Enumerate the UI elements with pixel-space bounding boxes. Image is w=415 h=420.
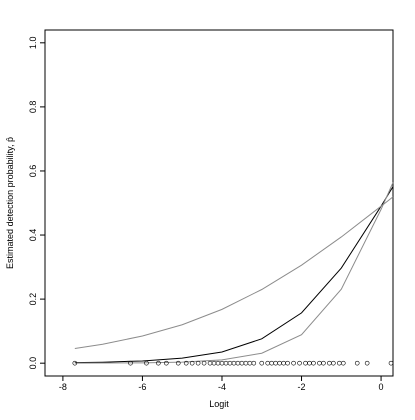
y-tick-label: 0.4 <box>28 229 38 242</box>
data-point <box>297 360 302 366</box>
data-point <box>227 360 233 366</box>
data-point <box>211 360 217 366</box>
plot-frame <box>44 29 394 377</box>
data-point <box>327 360 332 366</box>
data-point <box>317 360 322 366</box>
data-point <box>340 360 346 366</box>
data-point <box>144 360 149 366</box>
data-point <box>128 360 133 366</box>
x-tick-label: -4 <box>218 382 226 392</box>
curve <box>74 186 394 364</box>
data-point <box>195 360 201 366</box>
data-point <box>307 360 312 366</box>
data-point <box>243 360 249 366</box>
data-point <box>291 360 296 366</box>
x-axis-label: Logit <box>209 399 229 409</box>
x-tick-label: -6 <box>138 382 146 392</box>
data-point <box>259 360 265 366</box>
data-point <box>388 360 394 366</box>
data-point <box>265 360 271 366</box>
data-point <box>364 360 370 366</box>
data-point <box>183 360 189 366</box>
curve <box>74 196 394 349</box>
y-axis-label: Estimated detection probability, p̂ <box>5 137 15 269</box>
data-point <box>215 360 221 366</box>
data-point <box>156 360 161 366</box>
data-point <box>201 360 207 366</box>
data-point <box>277 360 282 366</box>
data-point <box>337 360 342 366</box>
data-point <box>273 360 278 366</box>
x-tick-label: -2 <box>298 382 306 392</box>
y-tick-label: 0.2 <box>28 293 38 306</box>
data-point <box>303 360 308 366</box>
curve <box>74 182 394 364</box>
y-tick-label: 0.6 <box>28 165 38 178</box>
y-tick-label: 1.0 <box>28 37 38 50</box>
data-point <box>247 360 253 366</box>
data-point <box>269 360 274 366</box>
data-point <box>311 360 316 366</box>
data-point <box>331 360 336 366</box>
data-point <box>285 360 290 366</box>
x-tick-label: 0 <box>379 382 384 392</box>
data-point <box>175 360 181 366</box>
data-point <box>207 360 213 366</box>
data-point <box>72 360 78 366</box>
data-point <box>189 360 195 366</box>
data-point <box>281 360 286 366</box>
y-tick-label: 0.0 <box>28 357 38 370</box>
data-point <box>219 360 225 366</box>
data-point <box>223 360 229 366</box>
data-point <box>354 360 360 366</box>
x-tick-label: -8 <box>59 382 67 392</box>
data-point <box>251 360 257 366</box>
data-point <box>239 360 245 366</box>
y-tick-label: 0.8 <box>28 101 38 114</box>
data-point <box>164 360 169 366</box>
data-point <box>231 360 237 366</box>
data-point <box>321 360 326 366</box>
data-point <box>235 360 241 366</box>
